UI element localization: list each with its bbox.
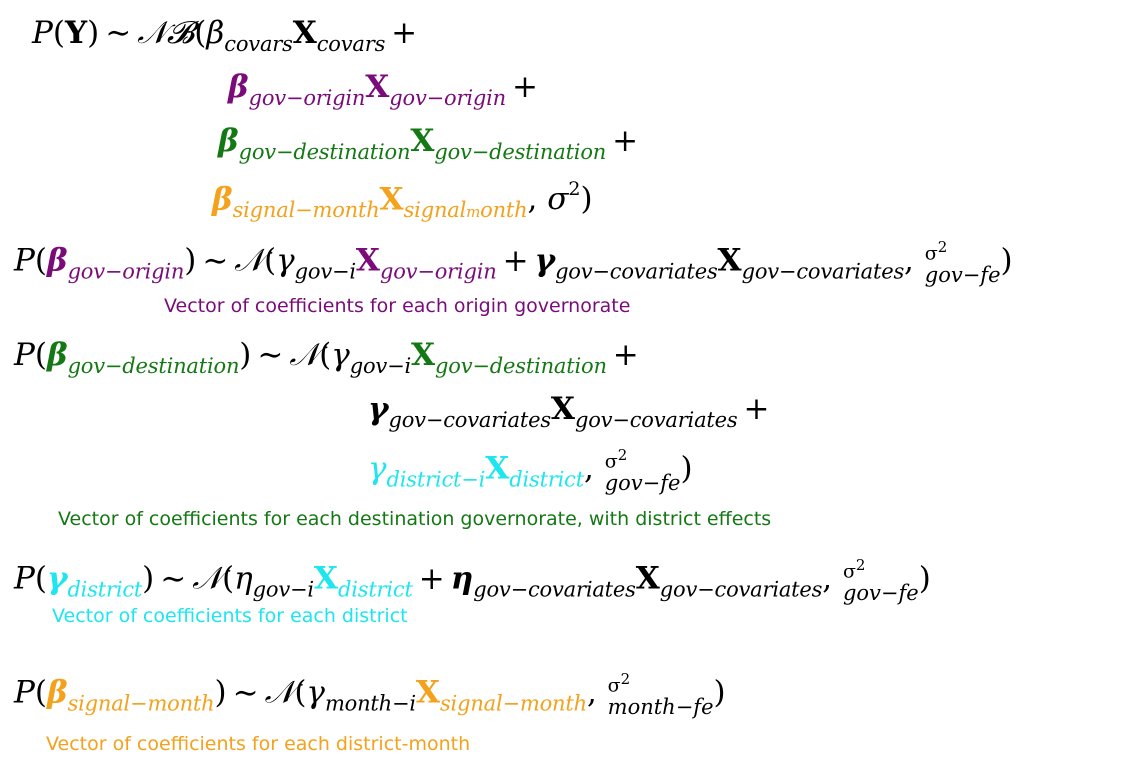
- equation-outcome-line-4: βsignal−monthXsignalmonth, σ2): [212, 178, 593, 223]
- caption-destination: Vector of coefficients for each destinat…: [58, 508, 772, 530]
- caption-month: Vector of coefficients for each district…: [46, 733, 471, 755]
- caption-origin: Vector of coefficients for each origin g…: [164, 295, 631, 317]
- caption-district: Vector of coefficients for each district: [52, 605, 408, 627]
- equation-month: P(βsignal−month) ∼ 𝒩(γmonth−iXsignal−month…: [14, 670, 726, 719]
- equation-origin: P(βgov−origin) ∼ 𝒩(γgov−iXgov−origin + γgov−…: [14, 238, 1013, 287]
- equation-outcome-line-1: P(Y) ∼ 𝒩𝓑(βcovarsXcovars +: [32, 15, 418, 56]
- equation-district: P(γdistrict) ∼ 𝒩(ηgov−iXdistrict + ηgov−cova…: [14, 556, 931, 605]
- equation-destination-line-3: γdistrict−iXdistrict, σ2 gov−fe): [368, 446, 693, 495]
- equation-outcome-line-2: βgov−originXgov−origin +: [228, 69, 538, 110]
- equation-destination-line-2: γgov−covariatesXgov−covariates +: [368, 391, 770, 432]
- equation-destination-line-1: P(βgov−destination) ∼ 𝒩(γgov−iXgov−destina…: [14, 337, 639, 378]
- equation-outcome-line-3: βgov−destinationXgov−destination +: [218, 123, 639, 164]
